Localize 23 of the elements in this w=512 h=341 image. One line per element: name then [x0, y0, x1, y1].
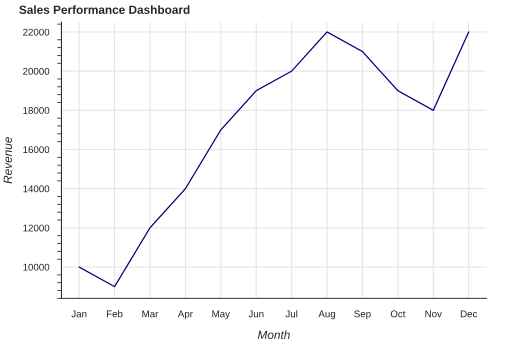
x-tick-label: Apr	[178, 310, 193, 320]
x-tick-label: Sep	[354, 310, 371, 320]
x-tick-label: Nov	[425, 310, 442, 318]
x-tick-label: Jul	[286, 310, 298, 318]
x-tick-label: Jan	[71, 310, 86, 318]
chart-title: Sales Performance Dashboard	[19, 5, 190, 14]
line-series	[78, 31, 470, 288]
x-tick-label: Jun	[248, 310, 264, 318]
x-tick-label: Aug	[318, 310, 336, 320]
x-tick-label: May	[212, 310, 230, 320]
x-tick-label: Oct	[390, 310, 406, 318]
x-tick-label: Mar	[142, 310, 158, 318]
y-tick-label: 18000	[23, 107, 50, 114]
x-tick-label: Feb	[106, 310, 123, 318]
y-tick-label: 22000	[23, 28, 50, 36]
y-tick-label: 12000	[23, 224, 50, 232]
y-tick-label: 14000	[23, 185, 50, 192]
y-axis-title: Revenue	[4, 137, 12, 184]
y-tick-label: 16000	[23, 146, 50, 154]
x-axis-title: Month	[258, 330, 290, 340]
y-tick-label: 20000	[23, 68, 50, 75]
x-tick-label: Dec	[460, 310, 478, 318]
y-tick-label: 10000	[23, 264, 50, 271]
